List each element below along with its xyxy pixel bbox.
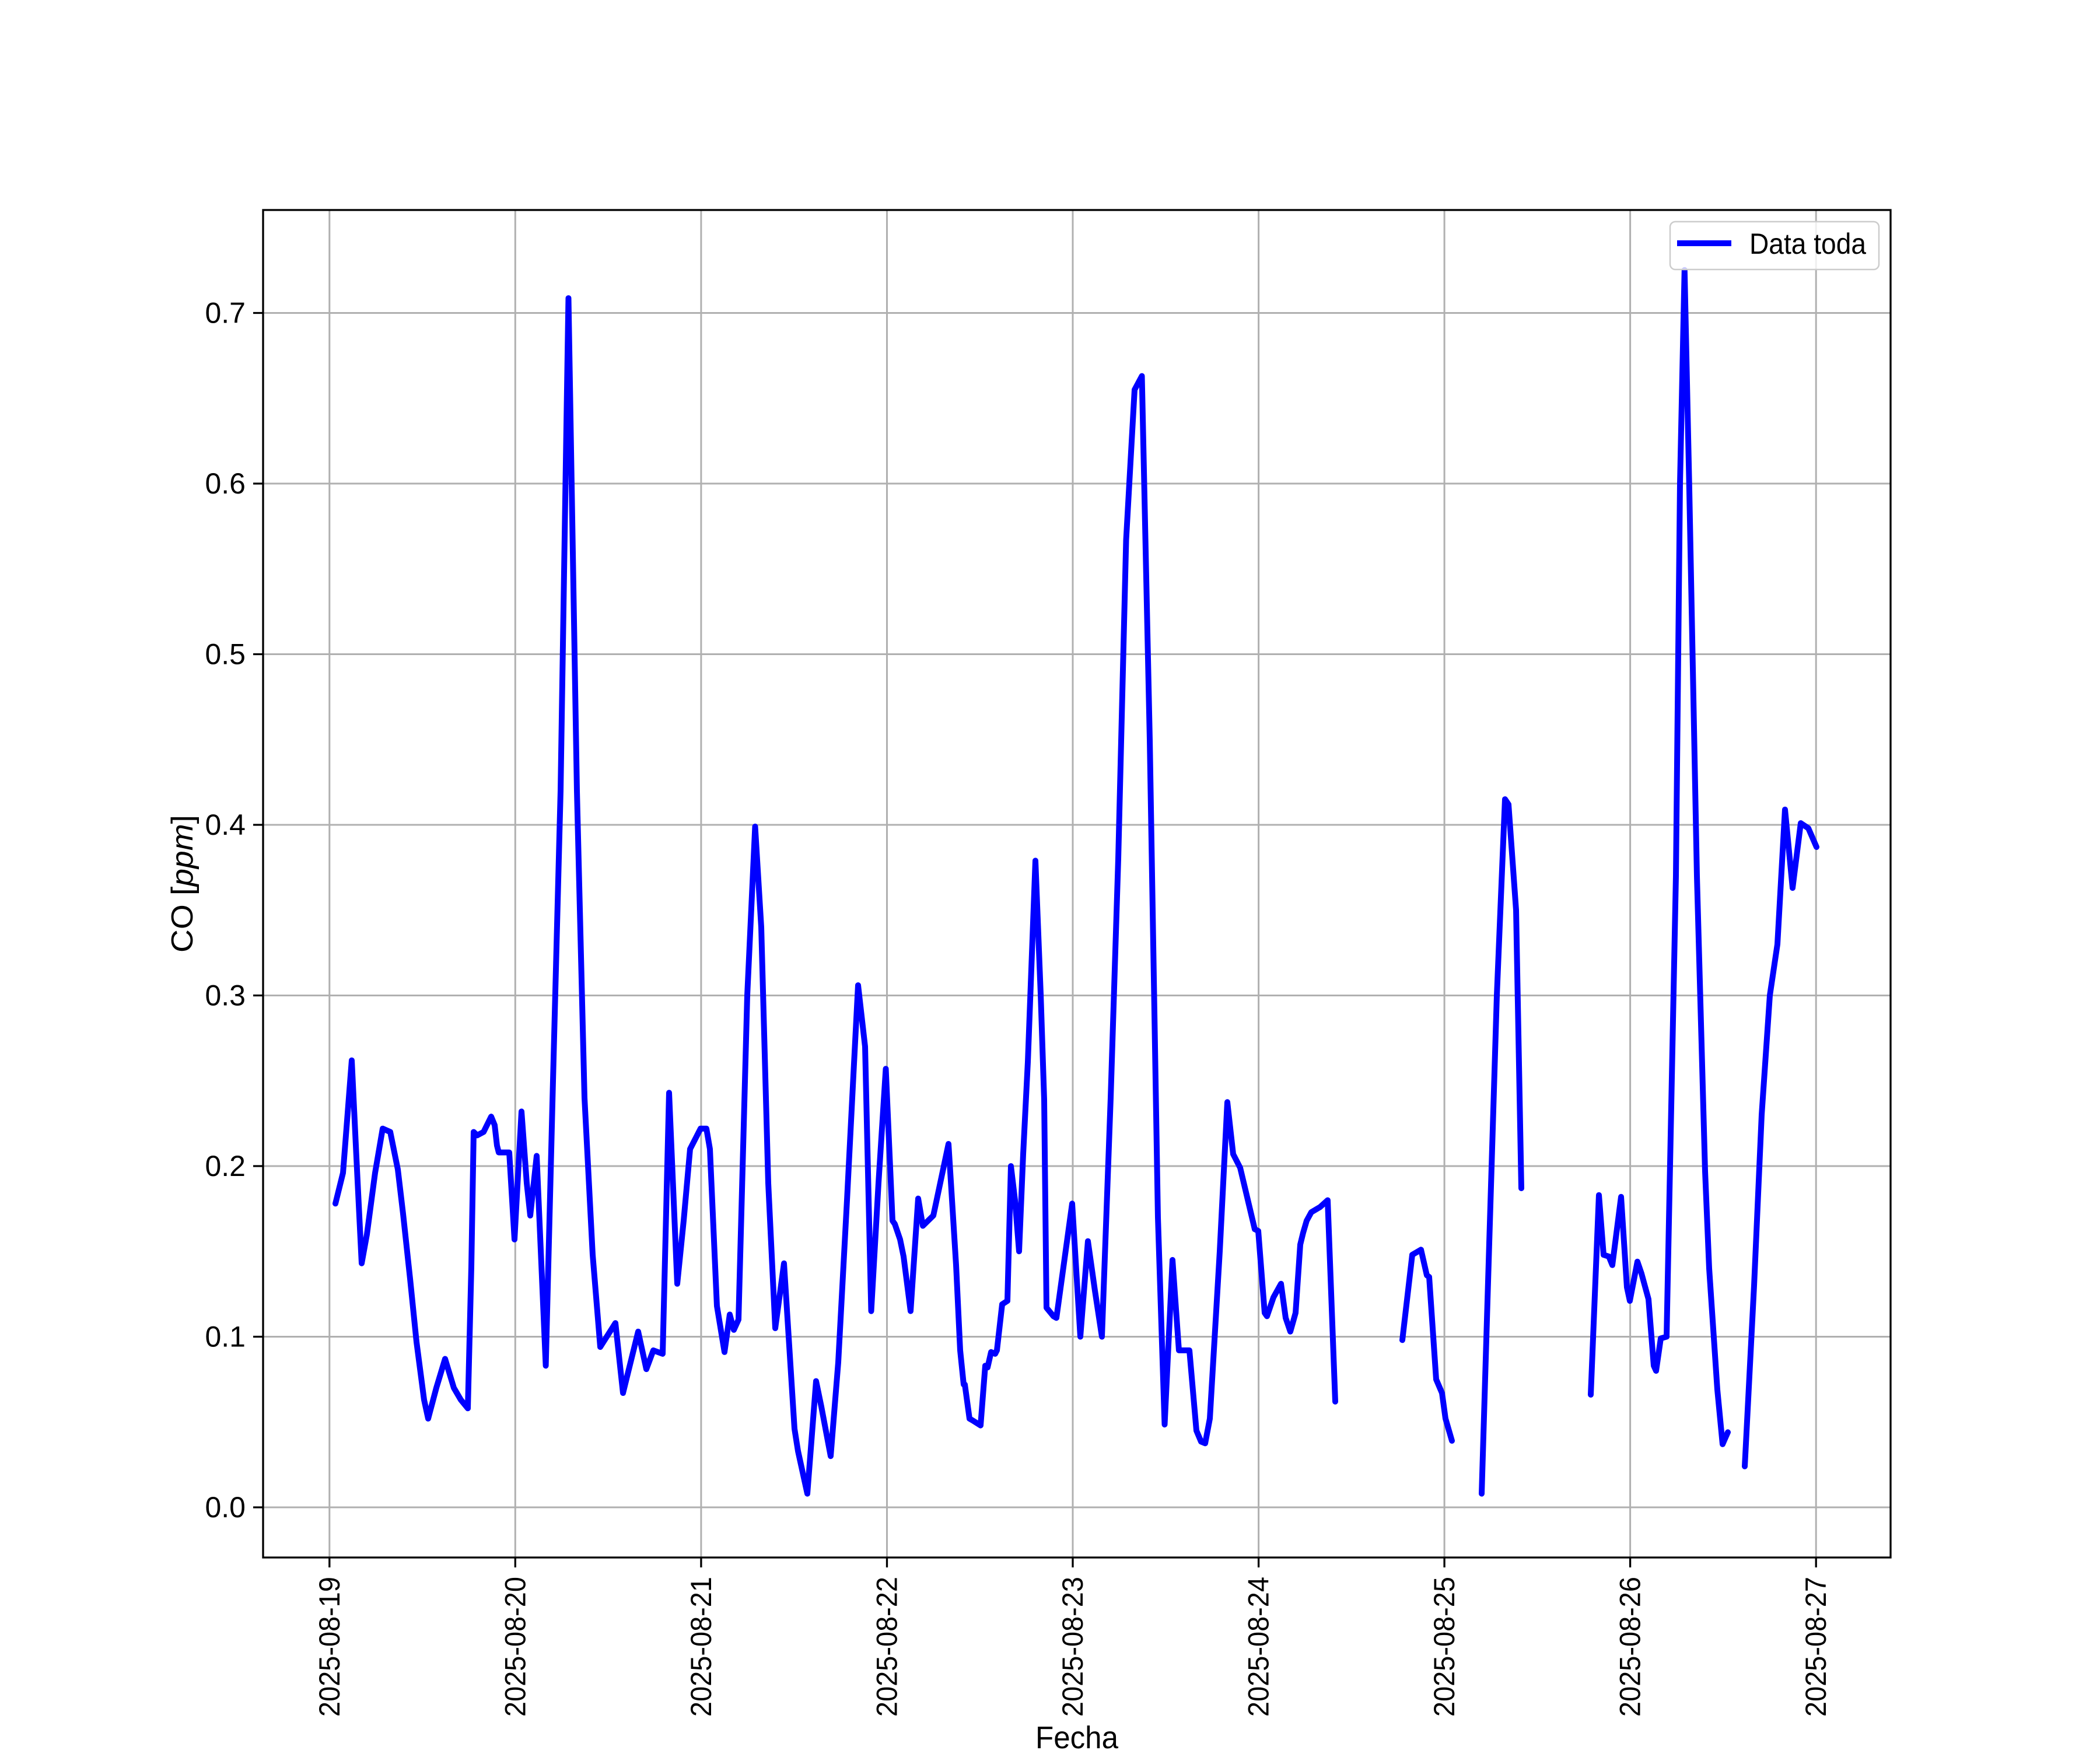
svg-text:0.1: 0.1 (205, 1321, 246, 1353)
svg-text:0.7: 0.7 (205, 297, 246, 330)
svg-text:2025-08-19: 2025-08-19 (313, 1577, 346, 1717)
svg-text:2025-08-20: 2025-08-20 (499, 1577, 531, 1717)
svg-text:2025-08-24: 2025-08-24 (1242, 1577, 1275, 1717)
svg-text:2025-08-27: 2025-08-27 (1800, 1577, 1832, 1717)
svg-text:0.6: 0.6 (205, 467, 246, 500)
svg-text:2025-08-25: 2025-08-25 (1428, 1577, 1461, 1717)
svg-text:Fecha: Fecha (1035, 1720, 1119, 1750)
svg-text:2025-08-21: 2025-08-21 (685, 1577, 718, 1717)
svg-text:0.5: 0.5 (205, 638, 246, 671)
svg-text:0.3: 0.3 (205, 979, 246, 1012)
svg-text:0.2: 0.2 (205, 1150, 246, 1182)
svg-text:0.0: 0.0 (205, 1491, 246, 1524)
svg-text:CO [ppm]: CO [ppm] (166, 815, 200, 953)
svg-text:Data toda: Data toda (1749, 228, 1866, 260)
svg-text:2025-08-23: 2025-08-23 (1056, 1577, 1089, 1717)
svg-text:0.4: 0.4 (205, 808, 246, 841)
svg-text:2025-08-26: 2025-08-26 (1614, 1577, 1647, 1717)
svg-text:2025-08-22: 2025-08-22 (871, 1577, 904, 1717)
